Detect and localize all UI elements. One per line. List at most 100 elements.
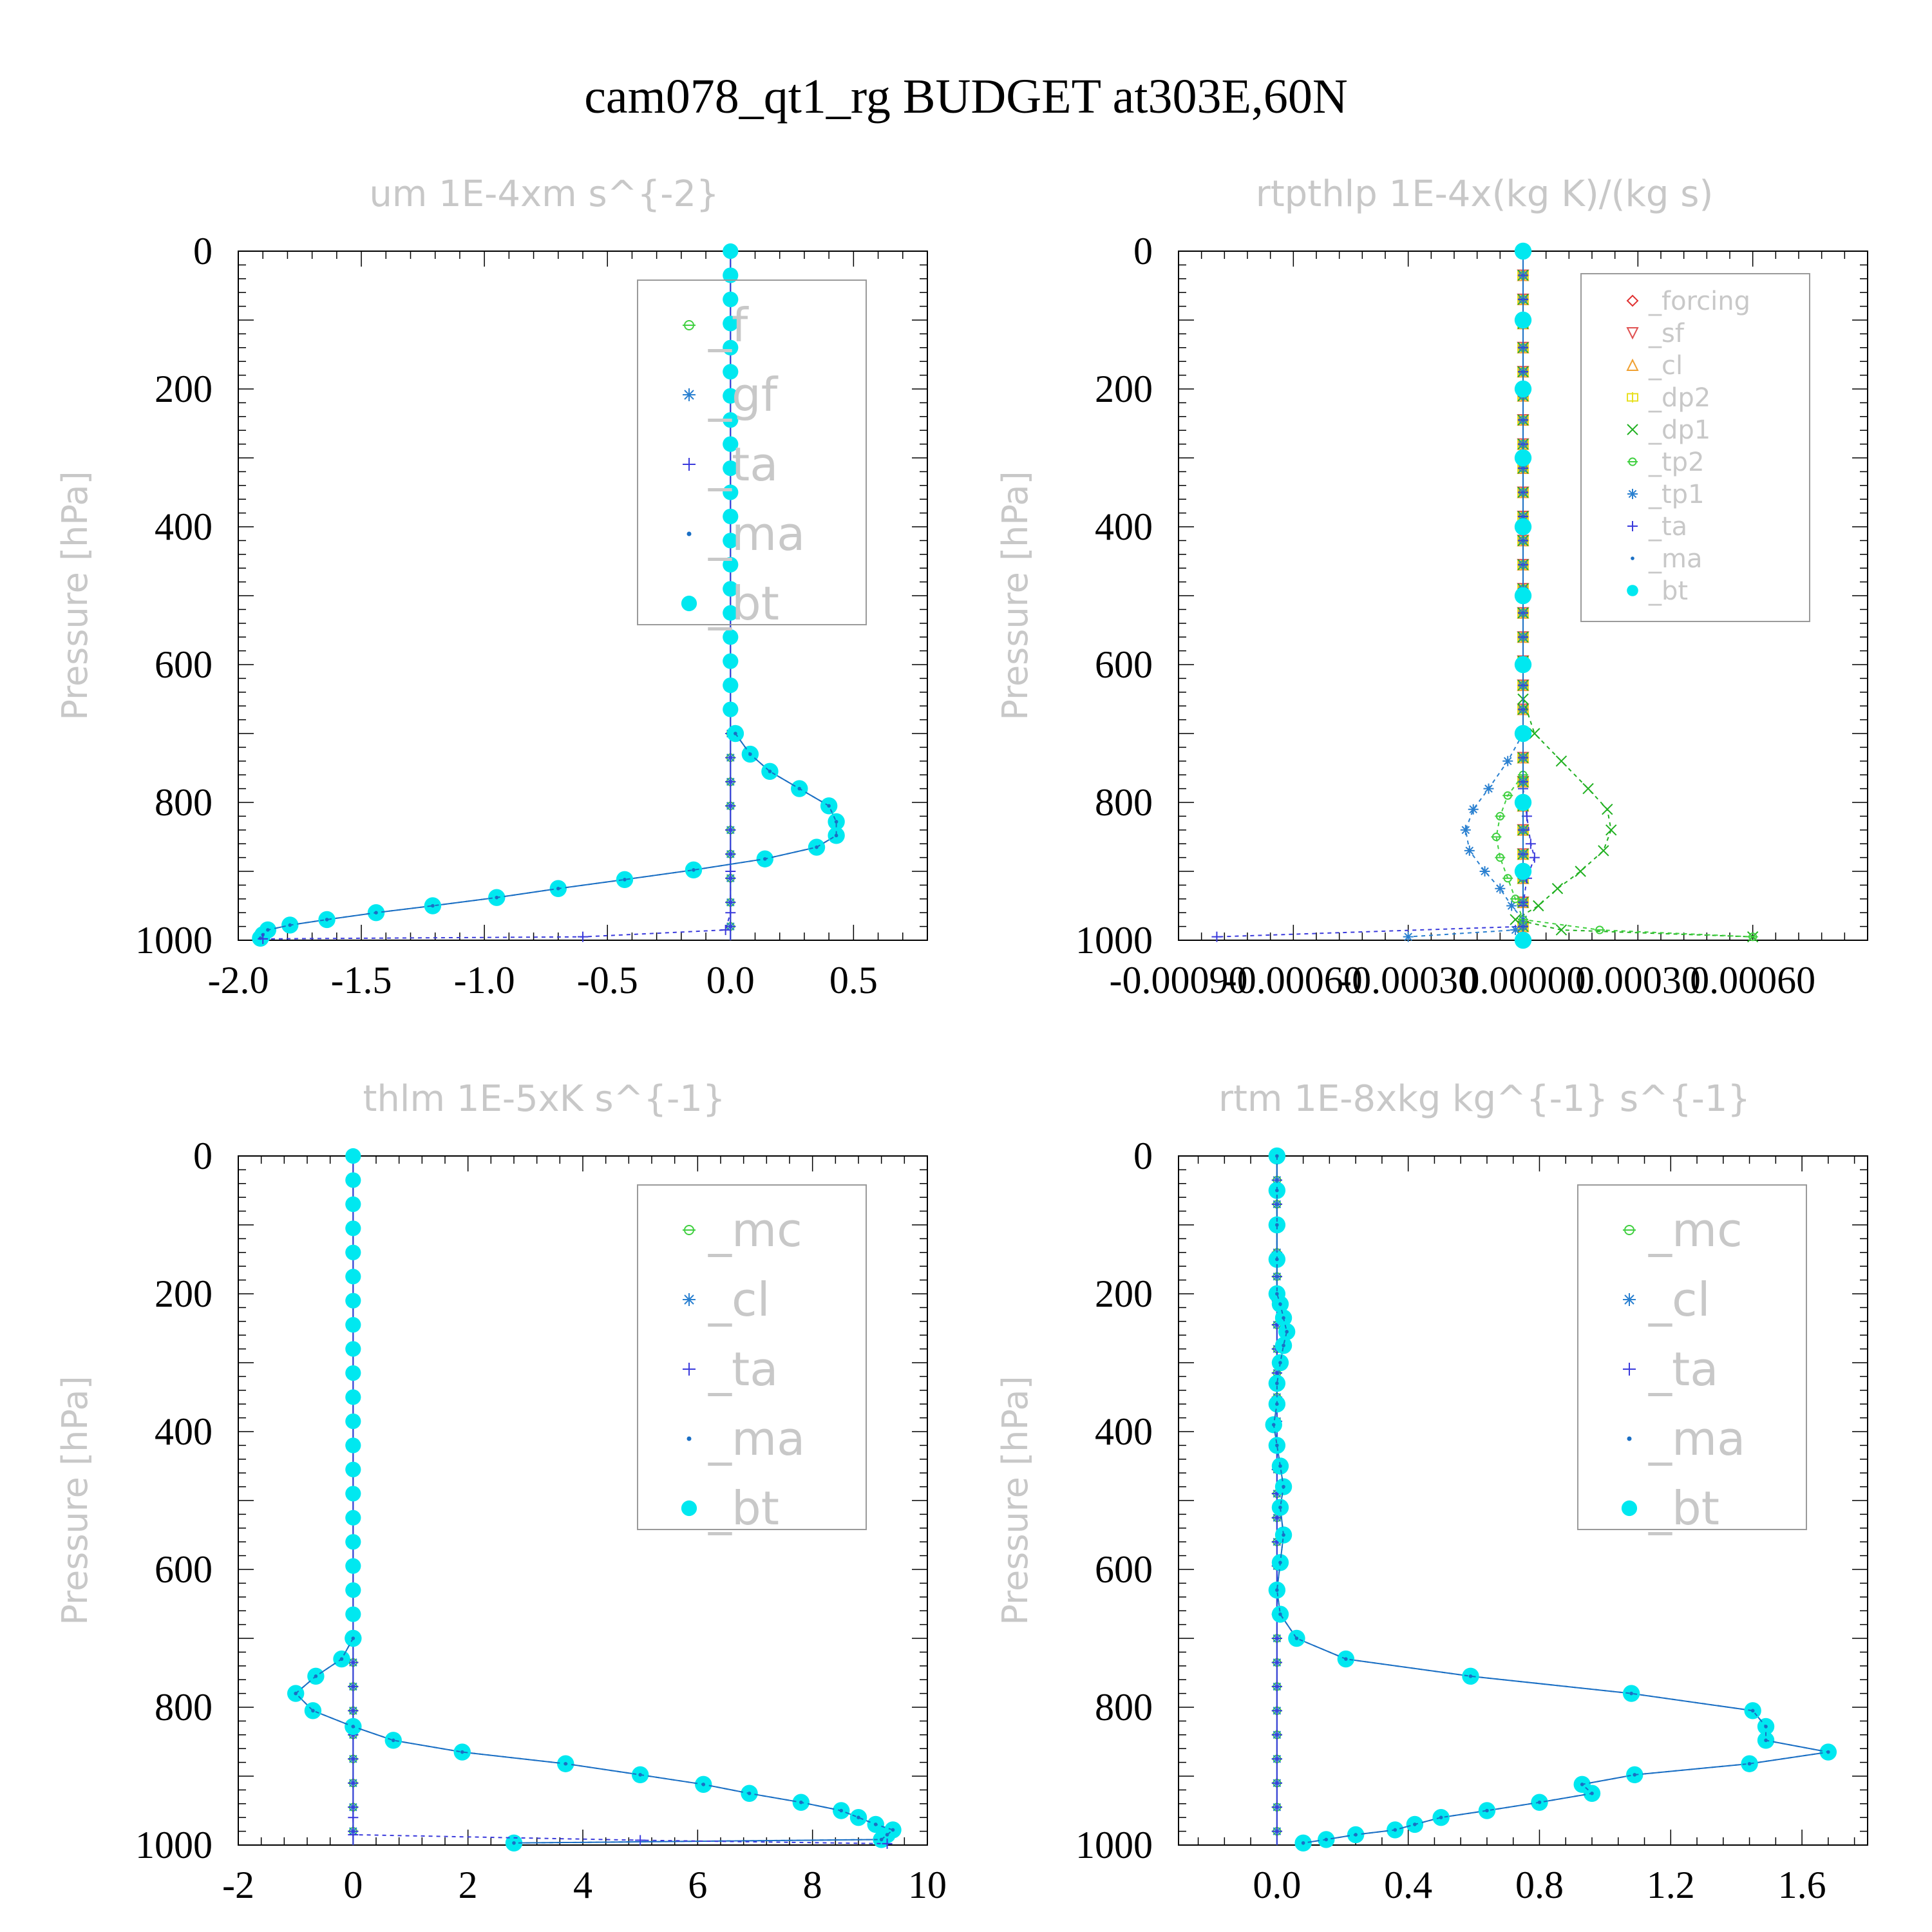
data-point <box>1495 811 1506 820</box>
data-point <box>1211 931 1222 942</box>
y-axis-label: Pressure [hPa] <box>55 471 95 720</box>
data-point <box>1506 900 1517 911</box>
series-ma <box>294 1636 895 1845</box>
bt-zero-point <box>345 1510 361 1526</box>
series-line <box>1513 699 1753 938</box>
bt-zero-point <box>345 1341 361 1357</box>
x-tick-label: 0.00000 <box>1461 959 1586 1001</box>
data-point <box>815 845 819 849</box>
legend-marker <box>1627 521 1638 531</box>
data-point <box>391 1738 395 1743</box>
data-point <box>1582 782 1594 795</box>
series-line <box>1495 774 1753 938</box>
y-tick-label: 0 <box>1133 230 1153 272</box>
data-point <box>1555 924 1567 936</box>
data-point <box>1598 845 1609 857</box>
data-point <box>1629 1691 1633 1696</box>
bt-zero-point <box>723 267 739 283</box>
legend-marker <box>687 1436 692 1441</box>
data-point <box>725 866 736 876</box>
legend-label: _bt <box>708 576 779 630</box>
legend-marker <box>683 1225 696 1235</box>
y-tick-label: 600 <box>155 1548 213 1591</box>
data-point <box>1747 1761 1752 1766</box>
data-point <box>578 931 588 942</box>
data-point <box>1633 1773 1637 1777</box>
data-point <box>1479 866 1490 876</box>
legend-box <box>637 1184 867 1530</box>
data-point <box>1580 1783 1584 1786</box>
legend-marker <box>1623 1293 1636 1306</box>
bt-zero-point <box>345 1269 361 1285</box>
y-tick-label: 1000 <box>135 919 213 961</box>
legend-label: _ma <box>1648 1412 1745 1466</box>
bt-zero-point <box>345 1172 361 1188</box>
legend-label: _mc <box>708 1203 802 1257</box>
legend-label: _tp1 <box>1648 480 1705 509</box>
y-tick-label: 800 <box>1095 1686 1153 1728</box>
bt-zero-point <box>723 388 739 404</box>
plot-frame <box>238 1155 928 1846</box>
legend-box <box>1577 1184 1807 1530</box>
chart-panel-2: rtpthlp 1E-4x(kg K)/(kg s) Pressure [hPa]… <box>995 173 1868 1001</box>
x-tick-label: -2 <box>222 1864 254 1906</box>
bt-zero-point <box>345 1582 361 1598</box>
zero-profile-marker <box>1271 1826 1282 1837</box>
legend-label: _ta <box>1648 1342 1718 1396</box>
data-point <box>495 895 499 900</box>
panel-title: um 1E-4xm s^{-2} <box>369 173 719 215</box>
data-point <box>1502 755 1513 766</box>
chart-panel-4: rtm 1E-8xkg kg^{-1} s^{-1} Pressure [hPa]… <box>995 1078 1868 1906</box>
legend-marker <box>1623 1225 1636 1235</box>
data-point <box>294 1691 298 1696</box>
bt-zero-point <box>723 653 739 669</box>
data-point <box>1464 845 1475 856</box>
legend-label: _ma <box>708 507 805 561</box>
data-point <box>556 886 560 891</box>
data-point <box>1282 1533 1285 1537</box>
y-tick-label: 600 <box>1095 1548 1153 1591</box>
legend-label: _f <box>708 298 749 352</box>
bt-zero-point <box>345 1389 361 1405</box>
legend-label: _ta <box>1648 512 1687 542</box>
y-tick-label: 0 <box>193 1135 213 1177</box>
data-point <box>348 1829 359 1840</box>
data-point <box>1537 1800 1542 1804</box>
legend-label: _cl <box>1648 351 1683 381</box>
data-point <box>834 833 838 838</box>
x-tick-label: -0.00090 <box>1110 959 1248 1001</box>
data-point <box>1403 931 1414 942</box>
data-point <box>1354 1833 1358 1837</box>
x-tick-label: -0.5 <box>577 959 638 1001</box>
data-point <box>1594 925 1605 934</box>
data-point <box>288 923 292 927</box>
data-point <box>1301 1841 1305 1845</box>
data-point <box>1275 1188 1279 1193</box>
data-point <box>891 1828 895 1832</box>
bt-zero-point <box>723 701 739 717</box>
legend-label: _sf <box>1648 319 1685 348</box>
legend-label: _cl <box>708 1273 770 1327</box>
x-tick-label: -0.00060 <box>1224 959 1363 1001</box>
data-point <box>1529 728 1540 739</box>
legend-marker <box>1627 392 1638 402</box>
data-point <box>1826 1750 1830 1754</box>
x-tick-label: 6 <box>688 1864 707 1906</box>
legend: _mc _cl _ta _ma _bt <box>637 1184 867 1535</box>
data-point <box>725 907 736 918</box>
y-tick-label: 200 <box>155 1273 213 1315</box>
zero-profile-marker <box>725 776 736 787</box>
data-point <box>1275 1292 1279 1296</box>
bt-zero-point <box>723 533 739 549</box>
x-tick-label: -1.5 <box>331 959 392 1001</box>
data-point <box>431 904 435 908</box>
zero-profile-marker <box>348 1681 359 1692</box>
series-bt <box>1265 1147 1837 1852</box>
data-point <box>1460 824 1471 835</box>
x-tick-label: 0.4 <box>1384 1864 1432 1906</box>
chart-panel-3: thlm 1E-5xK s^{-1} Pressure [hPa] 0 200 400 6… <box>55 1078 947 1906</box>
bt-zero-point <box>723 316 739 332</box>
legend-marker <box>1627 585 1638 596</box>
bt-zero-point <box>723 364 739 380</box>
